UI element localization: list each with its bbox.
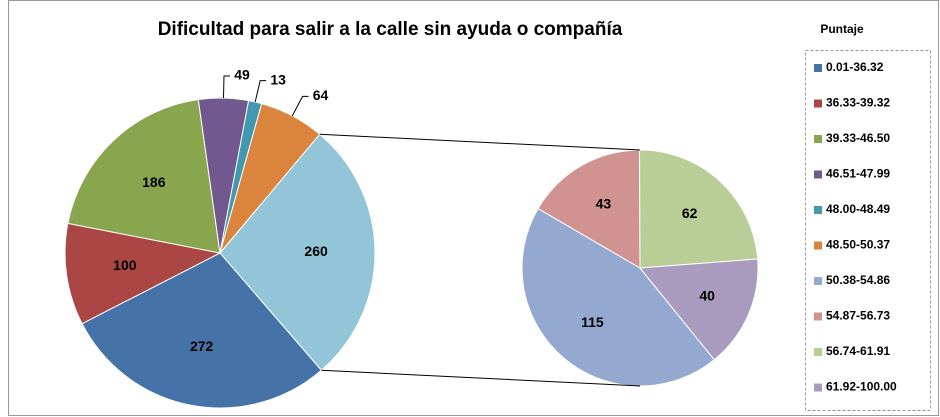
- legend-label: 39.33-46.50: [826, 131, 890, 145]
- legend-label: 61.92-100.00: [826, 380, 897, 394]
- legend-swatch: [814, 206, 822, 214]
- data-label: 186: [142, 174, 166, 190]
- connector-line: [319, 133, 641, 151]
- legend-swatch: [814, 312, 822, 321]
- pie-slice: [67, 98, 221, 254]
- legend-label: 48.00-48.49: [826, 202, 890, 216]
- pie-slice: [521, 207, 715, 387]
- pie-slice: [64, 222, 222, 325]
- legend-title: Puntaje: [820, 22, 864, 36]
- legend-label: 56.74-61.91: [826, 344, 890, 358]
- leader-line: [291, 95, 309, 117]
- data-label: 43: [596, 195, 612, 211]
- legend-swatch: [814, 99, 822, 108]
- data-label: 40: [699, 288, 715, 304]
- legend-label: 0.01-36.32: [826, 60, 884, 74]
- chart-title: Dificultad para salir a la calle sin ayu…: [158, 19, 623, 40]
- connector-line: [321, 369, 641, 387]
- data-label: 115: [581, 314, 604, 330]
- data-label: 272: [190, 338, 214, 354]
- data-label: 100: [113, 257, 137, 273]
- pie-slice: [639, 149, 759, 269]
- legend-swatch: [814, 170, 822, 179]
- data-label: 260: [304, 243, 328, 259]
- data-label: 49: [234, 67, 250, 83]
- legend-swatch: [814, 348, 822, 356]
- pie-slice: [219, 133, 376, 371]
- pie-slice: [81, 252, 323, 409]
- data-label: 62: [682, 205, 698, 221]
- data-label: 13: [270, 71, 286, 87]
- leader-line: [222, 75, 230, 99]
- pie-slice: [219, 103, 321, 254]
- legend-label: 48.50-50.37: [826, 238, 890, 252]
- leader-line: [254, 80, 267, 103]
- legend-swatch: [814, 241, 822, 250]
- data-label: 64: [313, 87, 329, 103]
- legend-label: 46.51-47.99: [826, 167, 890, 181]
- legend-swatch: [814, 135, 822, 143]
- legend-box: [805, 50, 931, 411]
- legend-swatch: [814, 383, 822, 392]
- legend-swatch: [814, 64, 822, 72]
- pie-slice: [639, 258, 759, 361]
- legend-label: 36.33-39.32: [826, 96, 890, 110]
- legend-swatch: [814, 277, 822, 285]
- legend-label: 50.38-54.86: [826, 273, 890, 287]
- legend-label: 54.87-56.73: [826, 309, 890, 323]
- pie-slice: [537, 149, 641, 269]
